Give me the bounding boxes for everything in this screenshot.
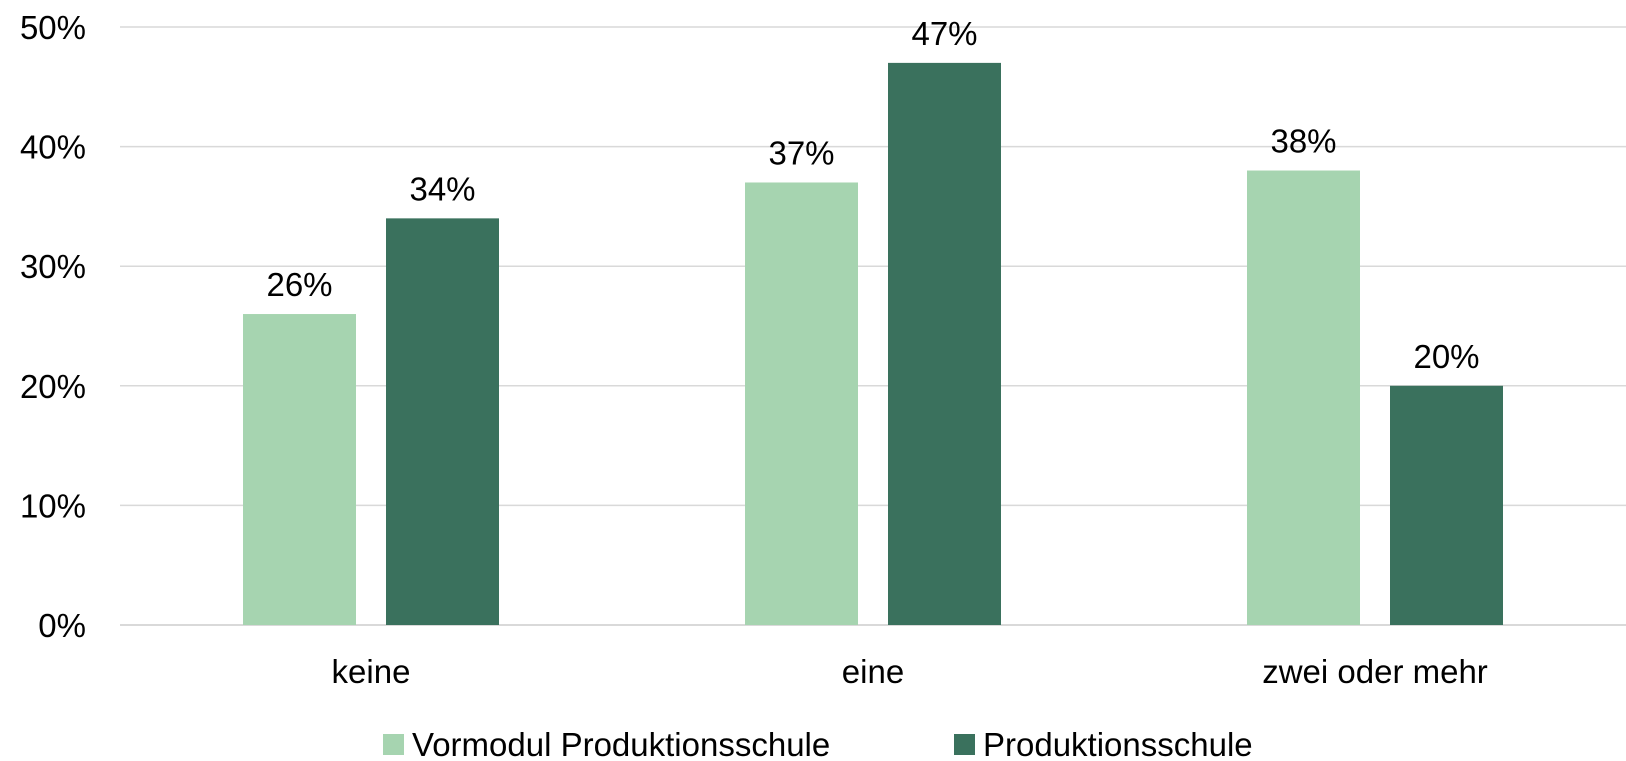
bar-produktionsschule-1 (888, 62, 1001, 625)
x-tick-label: zwei oder mehr (1262, 653, 1488, 690)
y-tick-label: 0% (38, 607, 86, 644)
legend-swatch (383, 734, 404, 755)
y-tick-label: 40% (20, 129, 86, 166)
y-tick-label: 10% (20, 487, 86, 524)
x-tick-label: eine (842, 653, 904, 690)
data-label: 26% (266, 266, 332, 303)
legend-label: Produktionsschule (983, 726, 1253, 761)
x-axis-tick-labels: keine eine zwei oder mehr (332, 653, 1488, 690)
data-label: 34% (409, 170, 475, 207)
x-tick-label: keine (332, 653, 411, 690)
bar-vormodul-0 (243, 314, 356, 625)
y-tick-label: 50% (20, 9, 86, 46)
y-axis-tick-labels: 0% 10% 20% 30% 40% 50% (20, 9, 86, 644)
data-label: 47% (911, 15, 977, 52)
legend: Vormodul Produktionsschule Produktionssch… (383, 726, 1253, 761)
bars (243, 62, 1503, 626)
bar-vormodul-1 (745, 182, 858, 626)
grid-layer (120, 26, 1626, 626)
data-label: 38% (1270, 123, 1336, 160)
bar-vormodul-2 (1247, 170, 1360, 625)
data-label: 20% (1413, 338, 1479, 375)
legend-label: Vormodul Produktionsschule (412, 726, 830, 761)
legend-swatch (954, 734, 975, 755)
data-label: 37% (768, 134, 834, 171)
bar-produktionsschule-2 (1390, 385, 1503, 625)
y-tick-label: 20% (20, 368, 86, 405)
data-labels: 26% 34% 37% 47% 38% 20% (266, 15, 1479, 375)
bar-produktionsschule-0 (386, 218, 499, 626)
y-tick-label: 30% (20, 248, 86, 285)
